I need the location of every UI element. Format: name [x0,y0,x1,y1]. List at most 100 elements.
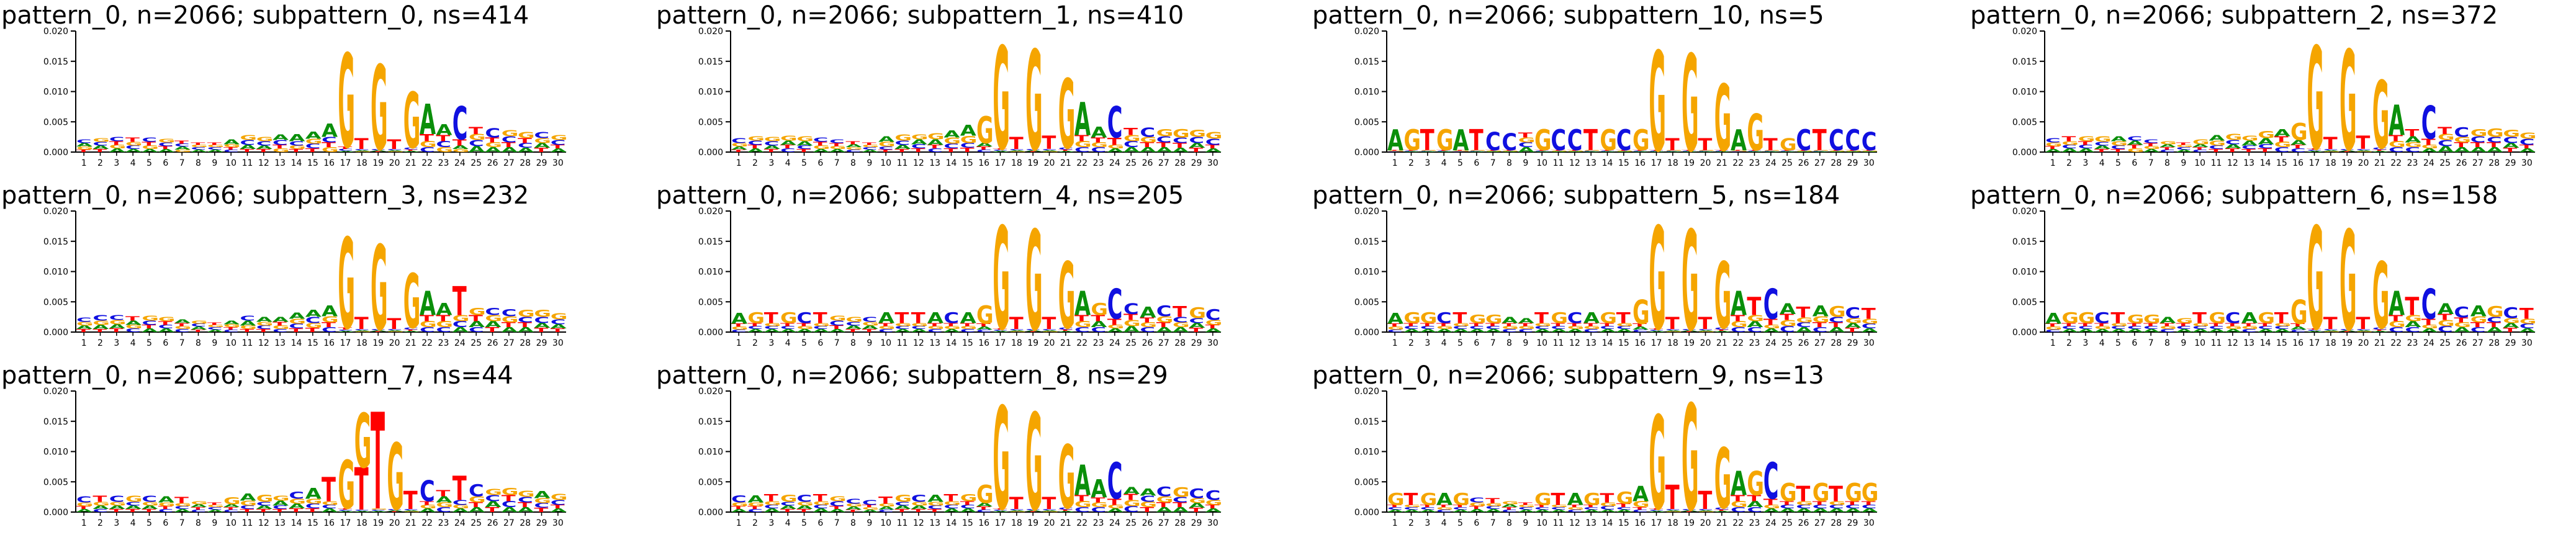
x-tick-label: 18 [356,158,367,168]
logo-letter-g: G [2078,309,2096,326]
logo-letter-t: T [1074,493,1089,503]
logo-letter-c: C [1551,123,1566,157]
logo-letter-c: C [2061,144,2077,150]
logo-letter-t: T [1074,313,1089,323]
logo-letter-g: G [1502,500,1519,505]
x-tick-label: 29 [1191,518,1202,528]
y-tick-label: 0.010 [43,448,68,457]
logo-letter-t: T [845,140,860,145]
x-tick-label: 16 [323,338,335,348]
logo-letter-a: A [747,147,763,153]
logo-letter-t: T [911,147,925,153]
logo-letter-a: A [878,506,894,511]
logo-letter-a: A [1420,151,1437,153]
logo-letter-a: A [502,146,518,153]
logo-letter-g: G [2454,321,2471,328]
logo-letter-g: G [174,149,192,153]
logo-letter-t: T [1140,317,1154,324]
logo-letter-c: C [1714,507,1730,510]
logo-letter-a: A [2290,138,2307,146]
logo-letter-t: T [518,137,532,145]
logo-letter-c: C [780,147,796,153]
y-tick-label: 0.000 [43,328,68,338]
logo-letter-a: A [1747,151,1763,153]
y-tick-label: 0.015 [698,417,723,427]
logo-letter-g: G [1763,150,1781,151]
logo-letter-a: A [272,133,289,142]
logo-letter-a: A [1189,142,1205,149]
logo-letter-g: G [764,500,781,506]
x-tick-label: 29 [1847,158,1858,168]
logo-letter-t: T [813,309,827,326]
logo-letter-c: C [354,510,370,511]
x-tick-label: 25 [471,338,482,348]
chart-title: pattern_0, n=2066; subpattern_3, ns=232 [1,181,529,210]
logo-letter-g: G [1502,325,1519,330]
logo-letter-c: C [322,135,337,144]
logo-letter-c: C [1845,504,1860,510]
x-tick-label: 28 [520,338,531,348]
logo-letter-a: A [1042,510,1058,512]
logo-letter-t: T [1205,144,1220,150]
logo-letter-t: T [2290,323,2305,328]
logo-letter-a: A [1763,507,1780,513]
logo-letter-g: G [1763,324,1781,330]
logo-letter-a: A [1780,300,1796,318]
x-tick-label: 11 [1553,338,1564,348]
logo-letter-g: G [1665,511,1683,513]
x-tick-label: 5 [2115,338,2121,348]
logo-letter-g: G [1107,144,1125,150]
y-tick-label: 0.015 [1354,417,1379,427]
logo-letter-c: C [2372,327,2388,330]
logo-letter-c: C [403,327,419,330]
logo-letter-a: A [1452,123,1469,157]
logo-letter-g: G [943,325,961,330]
logo-letter-a: A [829,328,845,333]
logo-letter-c: C [125,327,141,333]
logo-letter-a: A [534,490,551,501]
logo-panel: pattern_0, n=2066; subpattern_2, ns=3720… [1970,1,2536,182]
logo-letter-g: G [256,321,274,326]
x-tick-label: 19 [1027,518,1038,528]
logo-letter-c: C [1796,123,1811,157]
logo-letter-t: T [1124,312,1138,322]
x-tick-label: 13 [929,338,940,348]
logo-letter-a: A [174,508,191,513]
x-tick-label: 12 [1569,158,1580,168]
logo-letter-c: C [1156,484,1172,500]
x-tick-label: 18 [1667,158,1678,168]
logo-letter-t: T [1173,303,1187,320]
x-tick-label: 27 [503,518,515,528]
logo-letter-g: G [2094,135,2112,143]
x-tick-label: 18 [1667,338,1678,348]
logo-letter-c: C [1551,506,1566,510]
logo-letter-c: C [2110,325,2126,330]
x-tick-label: 21 [405,158,417,168]
logo-letter-a: A [1140,304,1156,321]
x-tick-label: 10 [225,158,236,168]
logo-letter-a: A [2192,143,2209,148]
logo-panel: pattern_0, n=2066; subpattern_6, ns=1580… [1970,181,2536,362]
logo-letter-a: A [174,146,191,151]
logo-letter-c: C [894,140,910,146]
logo-letter-c: C [2405,146,2420,153]
logo-letter-t: T [1074,133,1089,143]
x-tick-label: 13 [1585,518,1596,528]
logo-letter-t: T [780,322,795,327]
logo-letter-g: G [223,495,241,506]
logo-letter-c: C [1567,123,1583,157]
logo-letter-c: C [1403,151,1419,152]
logo-letter-g: G [1862,479,1879,508]
logo-letter-c: C [76,138,92,144]
logo-letter-a: A [354,150,371,152]
logo-letter-g: G [518,308,535,320]
logo-letter-c: C [502,500,517,510]
x-tick-label: 22 [1076,518,1088,528]
x-tick-label: 23 [1749,518,1760,528]
logo-letter-c: C [1387,329,1403,333]
logo-letter-a: A [1058,151,1075,153]
x-tick-label: 15 [962,338,973,348]
logo-letter-g: G [191,500,208,505]
logo-letter-g: G [2307,18,2324,182]
logo-letter-t: T [943,322,958,327]
